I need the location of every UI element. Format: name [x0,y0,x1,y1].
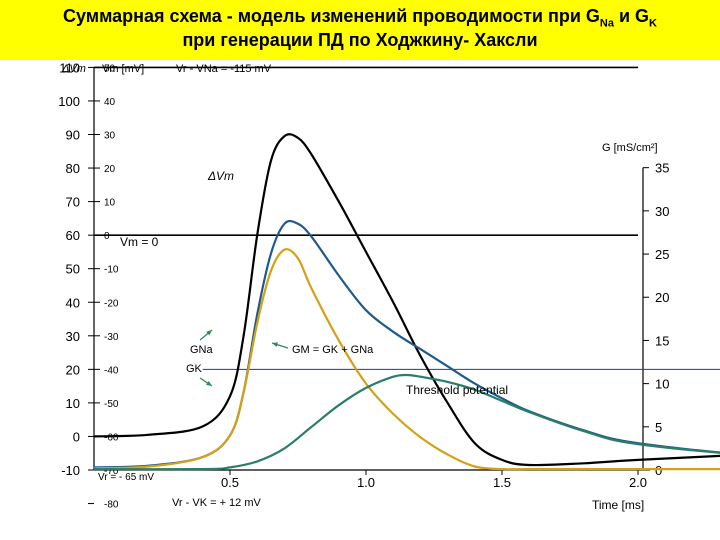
vm-tick-label: 10 [104,198,116,209]
series-line [93,248,720,471]
dv-tick-label: 10 [66,396,80,411]
vm-tick-label: -20 [104,298,119,309]
dv-tick-label: -10 [61,463,80,478]
vm-axis-title: Vm [mV] [102,63,144,75]
series-line [93,133,720,467]
dv-tick-label: 20 [66,362,80,377]
dv-tick-label: 40 [66,295,80,310]
dv-tick-label: 80 [66,161,80,176]
dv-tick-label: 90 [66,128,80,143]
curves [93,133,720,471]
action-potential-chart: -100102030405060708090100110ΔVm-80-70-60… [58,60,720,512]
vm-tick-label: -60 [104,432,119,443]
g-tick-label: 15 [655,333,669,348]
vm-tick-label: -50 [104,399,119,410]
g-axis-title: G [mS/cm²] [602,142,658,154]
vm-tick-label: -80 [104,500,119,511]
vm-tick-label: 0 [104,231,110,242]
vm-tick-label: 30 [104,131,116,142]
g-tick-label: 30 [655,204,669,219]
title-line-1: Суммарная схема - модель изменений прово… [63,6,657,30]
axes: -100102030405060708090100110ΔVm-80-70-60… [58,60,669,512]
gtotal-label: GM = GK + GNa [292,344,374,356]
dvm-label: ΔVm [207,169,234,183]
annotation-arrowhead [272,342,278,347]
title-line-2: при генерации ПД по Ходжкину- Хаксли [182,30,538,50]
vm-tick-label: 50 [104,63,116,74]
threshold-label: Threshold potential [406,383,508,397]
vm-tick-label: -30 [104,332,119,343]
g-tick-label: 20 [655,290,669,305]
vm-tick-label: -70 [104,466,119,477]
vm-tick-label: -10 [104,265,119,276]
annotation-arrowhead [206,380,212,386]
vm-tick-label: -40 [104,365,119,376]
annotations: Vm = 0 ΔVm GNa GK GM = GK + GNa Threshold pot… [98,63,508,509]
dv-tick-label: 110 [59,60,80,75]
g-tick-label: 0 [655,463,662,478]
dv-tick-label: 50 [66,262,80,277]
vm-tick-label: 40 [104,97,116,108]
vr-vna-label: Vr - VNa = -115 mV [176,63,272,75]
vr-vk-label: Vr - VK = + 12 mV [172,497,262,509]
vm-tick-label: 20 [104,164,116,175]
annotation-arrowhead [206,330,212,336]
x-tick-label: 0.5 [221,475,239,490]
dv-axis-title: ΔVm [61,63,86,75]
g-tick-label: 35 [655,161,669,176]
series-line [93,373,720,471]
dv-tick-label: 30 [66,329,80,344]
title-banner: Суммарная схема - модель изменений прово… [0,0,720,60]
gna-label: GNa [190,344,214,356]
g-tick-label: 25 [655,247,669,262]
g-tick-label: 10 [655,377,669,392]
x-axis-title: Time [ms] [592,498,644,512]
dv-tick-label: 100 [58,94,80,109]
x-tick-label: 2.0 [629,475,647,490]
dv-tick-label: 0 [73,429,80,444]
dv-tick-label: 70 [66,195,80,210]
gk-label: GK [186,363,203,375]
x-tick-label: 1.5 [493,475,511,490]
reference-lines [94,66,720,370]
g-tick-label: 5 [655,420,662,435]
vm-zero-label: Vm = 0 [120,235,159,249]
x-tick-label: 1.0 [357,475,375,490]
vr-label: Vr = - 65 mV [98,472,154,483]
dv-tick-label: 60 [66,228,80,243]
